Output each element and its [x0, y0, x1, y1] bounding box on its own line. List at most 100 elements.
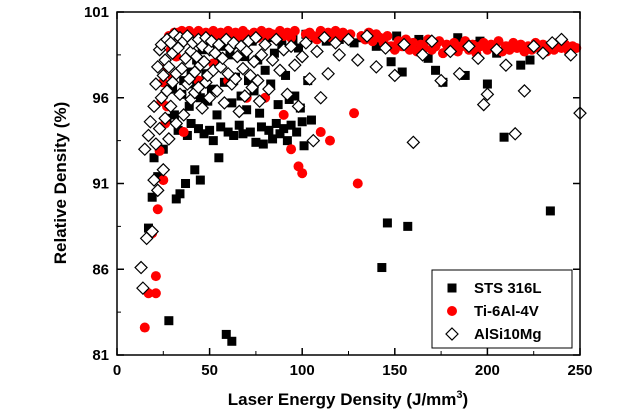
data-point: [143, 223, 153, 233]
data-point: [302, 72, 317, 86]
data-point: [227, 336, 237, 346]
data-point: [223, 127, 233, 137]
data-point: [152, 121, 167, 136]
data-point: [480, 87, 495, 102]
data-point: [265, 53, 280, 67]
data-point: [239, 44, 254, 59]
data-point: [536, 46, 550, 61]
data-point: [243, 76, 253, 86]
data-point: [228, 72, 243, 86]
data-point: [280, 87, 295, 102]
data-point: [240, 52, 250, 62]
data-point: [175, 189, 185, 199]
x-axis-title-tail: ): [463, 390, 469, 409]
data-point: [284, 94, 294, 104]
data-point: [162, 60, 176, 74]
data-point: [139, 322, 150, 333]
x-tick-label: 50: [201, 362, 218, 379]
data-point: [281, 70, 291, 80]
data-point: [324, 135, 335, 146]
data-point: [245, 127, 255, 137]
data-point: [229, 130, 239, 140]
y-axis-ticks: 81 86 91 96 101: [84, 4, 580, 364]
data-point: [414, 34, 424, 44]
data-point: [341, 32, 356, 47]
data-point: [443, 44, 458, 59]
data-point: [195, 175, 205, 185]
data-point: [287, 58, 302, 73]
data-point: [332, 48, 347, 62]
data-point: [317, 30, 332, 45]
data-point: [290, 91, 300, 101]
data-point: [217, 96, 232, 110]
data-point: [173, 87, 187, 102]
data-point: [499, 132, 509, 142]
y-axis-title: Relative Density (%): [51, 102, 70, 265]
data-point: [471, 51, 485, 66]
data-point: [150, 271, 161, 282]
data-point: [190, 165, 200, 175]
data-point: [306, 133, 321, 148]
data-point: [279, 124, 289, 134]
data-point: [315, 127, 326, 138]
data-point: [377, 263, 387, 273]
data-point: [273, 63, 287, 78]
data-point: [158, 111, 173, 126]
data-point: [349, 108, 360, 119]
data-point: [460, 70, 470, 80]
data-point: [275, 129, 285, 139]
data-point: [289, 25, 300, 36]
data-point: [251, 137, 261, 147]
data-point: [215, 51, 230, 66]
data-point: [264, 125, 274, 135]
data-point: [236, 61, 250, 76]
data-point: [277, 40, 287, 50]
data-point: [212, 110, 222, 120]
data-point: [452, 66, 467, 81]
legend-label: AlSi10Mg: [474, 326, 542, 343]
data-point: [232, 104, 247, 119]
data-point: [499, 58, 513, 73]
data-point: [221, 329, 231, 339]
data-point: [168, 84, 178, 94]
data-point: [434, 73, 448, 88]
data-point: [176, 108, 191, 122]
data-point: [406, 135, 421, 150]
data-point: [360, 29, 374, 43]
data-point: [256, 122, 266, 132]
data-point: [254, 48, 269, 62]
data-point: [247, 54, 261, 69]
data-point: [397, 37, 411, 52]
data-point: [482, 79, 492, 89]
y-tick-label: 91: [92, 176, 109, 193]
y-tick-label: 81: [92, 347, 109, 364]
data-point: [137, 142, 152, 157]
data-point: [284, 39, 298, 54]
data-point: [431, 65, 441, 75]
data-point: [310, 44, 324, 59]
data-point: [382, 31, 393, 42]
data-point: [149, 77, 163, 91]
x-axis-title: Laser Energy Density (J/mm3): [228, 389, 468, 409]
data-point: [202, 90, 217, 105]
data-point: [208, 136, 218, 146]
data-point: [205, 125, 215, 135]
data-point: [242, 105, 252, 115]
data-point: [136, 281, 150, 295]
data-point: [271, 118, 281, 128]
data-point: [295, 49, 310, 64]
data-point: [297, 117, 307, 127]
data-point: [214, 153, 224, 163]
data-point: [299, 141, 309, 151]
data-point: [371, 41, 381, 51]
data-point: [147, 173, 161, 187]
data-point: [273, 100, 283, 110]
y-tick-label: 96: [92, 90, 109, 107]
data-point: [392, 31, 402, 41]
data-point: [193, 124, 203, 134]
y-tick-label: 86: [92, 261, 109, 278]
x-tick-label: 150: [382, 362, 407, 379]
data-point: [174, 61, 189, 76]
data-point: [210, 84, 224, 98]
